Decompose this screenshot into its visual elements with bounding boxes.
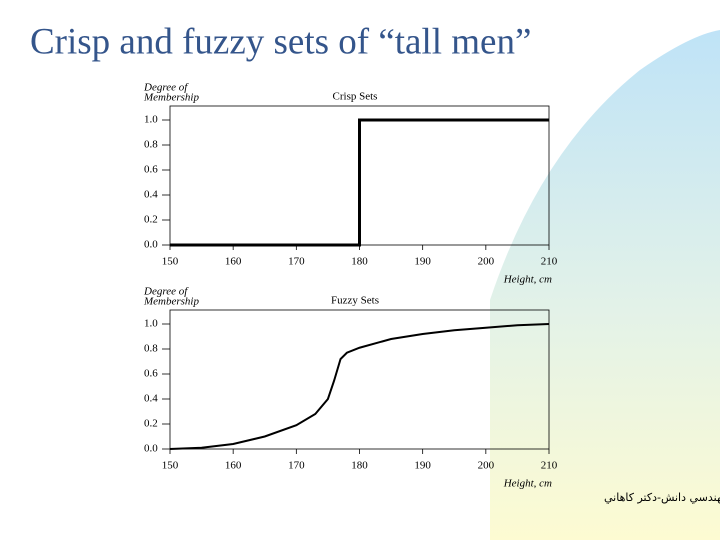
- x-tick-label: 210: [541, 256, 558, 268]
- x-tick-label: 190: [414, 460, 431, 472]
- x-tick-label: 180: [351, 460, 368, 472]
- chart-title: Fuzzy Sets: [331, 295, 379, 307]
- y-axis-label: Membership: [143, 296, 199, 308]
- x-tick-label: 150: [162, 256, 179, 268]
- y-tick-label: 0.6: [144, 164, 158, 176]
- x-tick-label: 170: [288, 460, 305, 472]
- x-tick-label: 190: [414, 256, 431, 268]
- x-tick-label: 180: [351, 256, 368, 268]
- y-tick-label: 1.0: [144, 318, 158, 330]
- decoration: [490, 30, 720, 540]
- x-tick-label: 210: [541, 460, 558, 472]
- y-tick-label: 0.2: [144, 214, 158, 226]
- x-tick-label: 160: [225, 256, 242, 268]
- x-tick-label: 200: [478, 256, 495, 268]
- chart-title: Crisp Sets: [333, 91, 378, 103]
- y-axis-label: Degree of: [143, 82, 189, 94]
- slide-title: Crisp and fuzzy sets of “tall men”: [30, 21, 531, 62]
- y-tick-label: 0.0: [144, 239, 158, 251]
- y-tick-label: 0.8: [144, 343, 158, 355]
- y-tick-label: 0.8: [144, 139, 158, 151]
- x-axis-label: Height, cm: [503, 478, 552, 490]
- x-tick-label: 170: [288, 256, 305, 268]
- y-tick-label: 0.4: [144, 189, 158, 201]
- y-tick-label: 0.6: [144, 368, 158, 380]
- x-tick-label: 200: [478, 460, 495, 472]
- x-axis-label: Height, cm: [503, 274, 552, 286]
- y-tick-label: 1.0: [144, 114, 158, 126]
- y-axis-label: Degree of: [143, 286, 189, 298]
- footer: سيستمهاي خبره و مهندسي دانش-دكتر كاهاني: [604, 491, 720, 504]
- membership-line: [169, 323, 550, 450]
- y-tick-label: 0.0: [144, 443, 158, 455]
- x-tick-label: 160: [225, 460, 242, 472]
- y-axis-label: Membership: [143, 92, 199, 104]
- x-tick-label: 150: [162, 460, 179, 472]
- membership-line: [170, 118, 549, 247]
- y-tick-label: 0.2: [144, 418, 158, 430]
- y-tick-label: 0.4: [144, 393, 158, 405]
